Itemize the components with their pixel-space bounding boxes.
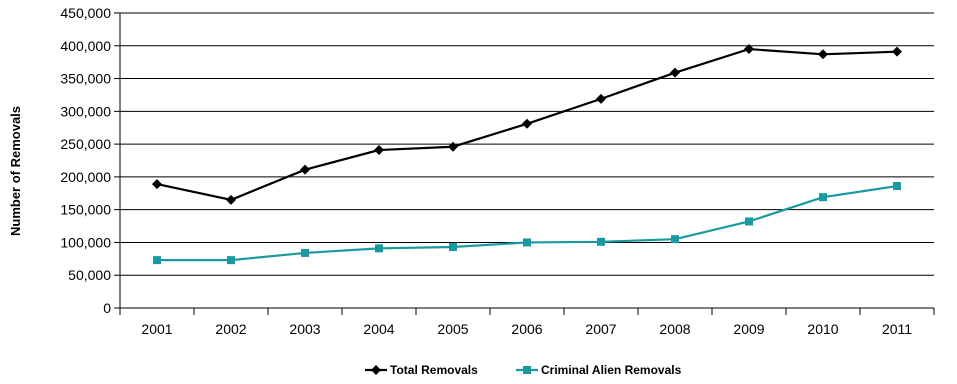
y-tick-label: 200,000 bbox=[60, 169, 111, 185]
data-point bbox=[745, 217, 753, 226]
data-point bbox=[153, 256, 161, 265]
x-axis-ticks: 2001 2002 2003 2004 2005 2006 2007 2008 2009 2010… bbox=[119, 308, 935, 337]
data-point bbox=[226, 194, 236, 205]
data-point bbox=[300, 164, 310, 175]
data-point bbox=[744, 44, 754, 55]
data-point bbox=[374, 145, 384, 156]
x-tick-label: 2002 bbox=[215, 321, 246, 337]
legend-item: Criminal Alien Removals bbox=[516, 363, 682, 377]
data-point bbox=[597, 237, 605, 246]
data-point bbox=[301, 248, 309, 257]
data-point bbox=[892, 46, 902, 57]
x-tick-label: 2008 bbox=[659, 321, 690, 337]
data-point bbox=[819, 193, 827, 202]
gridlines bbox=[119, 12, 934, 309]
y-tick-label: 400,000 bbox=[60, 38, 111, 54]
y-axis-label: Number of Removals bbox=[8, 106, 23, 236]
data-point bbox=[227, 256, 235, 265]
data-point bbox=[893, 182, 901, 191]
data-point bbox=[671, 235, 679, 244]
data-point bbox=[522, 118, 532, 129]
data-point bbox=[596, 93, 606, 104]
y-tick-label: 100,000 bbox=[60, 234, 111, 250]
x-tick-label: 2010 bbox=[807, 321, 838, 337]
x-tick-label: 2004 bbox=[363, 321, 394, 337]
legend-label: Total Removals bbox=[390, 363, 478, 377]
series-criminal-alien-removals bbox=[153, 182, 901, 265]
data-point bbox=[375, 244, 383, 253]
legend-label: Criminal Alien Removals bbox=[541, 363, 682, 377]
data-point bbox=[523, 238, 531, 247]
x-tick-label: 2007 bbox=[585, 321, 616, 337]
x-tick-label: 2011 bbox=[882, 321, 912, 337]
y-axis-ticks: 0 50,000 100,000 150,000 200,000 250,000 300,0… bbox=[60, 5, 120, 316]
y-tick-label: 350,000 bbox=[60, 71, 111, 87]
y-tick-label: 0 bbox=[103, 300, 111, 316]
data-point bbox=[152, 179, 162, 190]
data-point bbox=[448, 141, 458, 152]
x-tick-label: 2005 bbox=[437, 321, 468, 337]
series-total-removals bbox=[152, 44, 902, 205]
x-tick-label: 2003 bbox=[289, 321, 320, 337]
y-tick-label: 150,000 bbox=[60, 202, 111, 218]
y-tick-label: 450,000 bbox=[60, 5, 111, 21]
legend: Total Removals Criminal Alien Removals bbox=[365, 363, 682, 377]
legend-item: Total Removals bbox=[365, 363, 478, 377]
x-tick-label: 2009 bbox=[733, 321, 764, 337]
data-point bbox=[449, 243, 457, 252]
legend-marker bbox=[523, 366, 531, 374]
series-lines bbox=[152, 44, 902, 265]
y-tick-label: 50,000 bbox=[68, 267, 111, 283]
y-tick-label: 300,000 bbox=[60, 103, 111, 119]
data-point bbox=[670, 67, 680, 78]
y-tick-label: 250,000 bbox=[60, 136, 111, 152]
legend-marker bbox=[371, 365, 381, 375]
series-line bbox=[157, 184, 898, 262]
x-tick-label: 2006 bbox=[511, 321, 542, 337]
data-point bbox=[818, 49, 828, 60]
x-tick-label: 2001 bbox=[141, 321, 172, 337]
